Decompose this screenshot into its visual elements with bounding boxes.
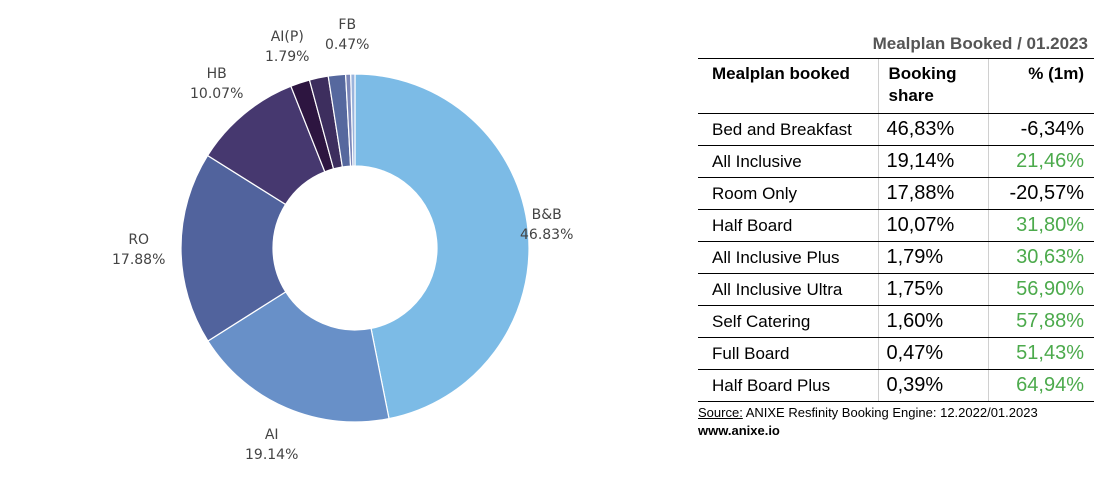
slice-label-aip: AI(P) 1.79% bbox=[265, 27, 309, 67]
mealplan-name-cell: All Inclusive Plus bbox=[698, 241, 878, 274]
mealplan-name-cell: Bed and Breakfast bbox=[698, 113, 878, 146]
slice-label-name: B&B bbox=[531, 207, 562, 223]
slice-label-hb: HB 10.07% bbox=[190, 64, 243, 104]
source-label: Source: bbox=[698, 405, 743, 420]
column-header-mealplan: Mealplan booked bbox=[698, 58, 878, 114]
slice-label-bnb: B&B 46.83% bbox=[520, 205, 573, 245]
booking-share-cell: 0,47% bbox=[877, 337, 988, 370]
table-row: All Inclusive 19,14% 21,46% bbox=[698, 145, 1094, 178]
booking-share-cell: 10,07% bbox=[877, 209, 988, 242]
table-row: Room Only 17,88% -20,57% bbox=[698, 177, 1094, 210]
source-text: ANIXE Resfinity Booking Engine: 12.2022/… bbox=[742, 405, 1038, 420]
donut-slice-8 bbox=[350, 73, 356, 167]
table-header-row: Mealplan booked Booking share % (1m) bbox=[698, 58, 1094, 114]
mealplan-name-cell: All Inclusive Ultra bbox=[698, 273, 878, 306]
change-1m-cell: 51,43% bbox=[987, 337, 1094, 370]
table-row: Half Board 10,07% 31,80% bbox=[698, 209, 1094, 242]
column-header-share: Booking share bbox=[877, 58, 988, 114]
donut-slice-ai bbox=[207, 291, 390, 423]
booking-share-cell: 46,83% bbox=[877, 113, 988, 146]
table-row: Half Board Plus 0,39% 64,94% bbox=[698, 369, 1094, 402]
slice-label-pct: 19.14% bbox=[245, 447, 299, 463]
table-row: All Inclusive Plus 1,79% 30,63% bbox=[698, 241, 1094, 274]
mealplan-table: Mealplan booked Booking share % (1m) Bed … bbox=[698, 58, 1094, 402]
mealplan-name-cell: Self Catering bbox=[698, 305, 878, 338]
mealplan-name-cell: All Inclusive bbox=[698, 145, 878, 178]
table-body: Bed and Breakfast 46,83% -6,34% All Inclusi… bbox=[698, 113, 1094, 402]
change-1m-cell: -6,34% bbox=[987, 113, 1094, 146]
slice-label-pct: 46.83% bbox=[520, 227, 574, 243]
table-title: Mealplan Booked / 01.2023 bbox=[872, 34, 1088, 53]
booking-share-cell: 1,79% bbox=[877, 241, 988, 274]
slice-label-pct: 0.47% bbox=[325, 37, 370, 53]
table-row: Full Board 0,47% 51,43% bbox=[698, 337, 1094, 370]
mealplan-name-cell: Room Only bbox=[698, 177, 878, 210]
booking-share-cell: 0,39% bbox=[877, 369, 988, 402]
table-row: Bed and Breakfast 46,83% -6,34% bbox=[698, 113, 1094, 146]
change-1m-cell: 64,94% bbox=[987, 369, 1094, 402]
source-note: Source: ANIXE Resfinity Booking Engine: … bbox=[698, 405, 1094, 420]
mealplan-name-cell: Full Board bbox=[698, 337, 878, 370]
booking-share-cell: 17,88% bbox=[877, 177, 988, 210]
change-1m-cell: 31,80% bbox=[987, 209, 1094, 242]
slice-label-pct: 1.79% bbox=[265, 49, 310, 65]
slice-label-name: HB bbox=[206, 66, 227, 82]
mealplan-table-panel: Mealplan Booked / 01.2023 Mealplan booke… bbox=[698, 30, 1094, 438]
booking-share-cell: 19,14% bbox=[877, 145, 988, 178]
change-1m-cell: 21,46% bbox=[987, 145, 1094, 178]
donut-slice-ro bbox=[180, 154, 287, 342]
slice-label-pct: 17.88% bbox=[112, 252, 166, 268]
booking-share-cell: 1,75% bbox=[877, 273, 988, 306]
table-row: All Inclusive Ultra 1,75% 56,90% bbox=[698, 273, 1094, 306]
table-row: Self Catering 1,60% 57,88% bbox=[698, 305, 1094, 338]
change-1m-cell: 56,90% bbox=[987, 273, 1094, 306]
change-1m-cell: 30,63% bbox=[987, 241, 1094, 274]
website-link[interactable]: www.anixe.io bbox=[698, 423, 780, 438]
slice-label-fb: FB 0.47% bbox=[325, 15, 369, 55]
booking-share-cell: 1,60% bbox=[877, 305, 988, 338]
column-header-change: % (1m) bbox=[987, 58, 1094, 114]
slice-label-name: AI bbox=[264, 427, 279, 443]
donut-chart-svg bbox=[180, 73, 530, 423]
slice-label-name: RO bbox=[128, 232, 150, 248]
donut-slice-bb bbox=[354, 73, 530, 420]
slice-label-ro: RO 17.88% bbox=[112, 230, 165, 270]
slice-label-name: AI(P) bbox=[270, 29, 304, 45]
mealplan-name-cell: Half Board Plus bbox=[698, 369, 878, 402]
slice-label-ai: AI 19.14% bbox=[245, 425, 298, 465]
change-1m-cell: 57,88% bbox=[987, 305, 1094, 338]
donut-chart: B&B 46.83% AI 19.14% RO 17.88% HB 10.07%… bbox=[112, 15, 573, 465]
mealplan-name-cell: Half Board bbox=[698, 209, 878, 242]
change-1m-cell: -20,57% bbox=[987, 177, 1094, 210]
slice-label-pct: 10.07% bbox=[190, 86, 244, 102]
slice-label-name: FB bbox=[338, 17, 357, 33]
